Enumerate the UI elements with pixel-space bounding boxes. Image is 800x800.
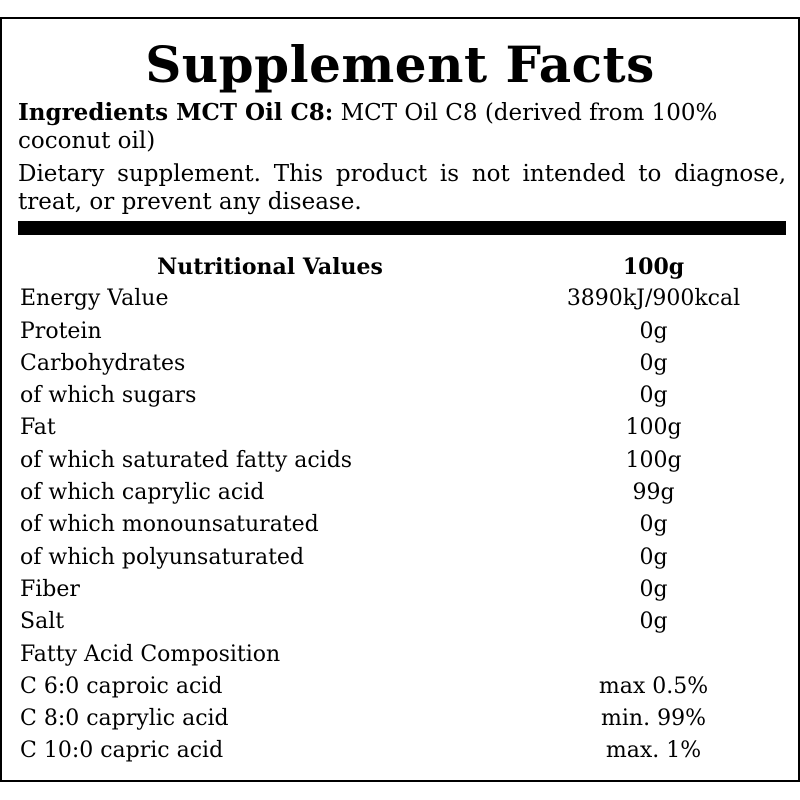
header-value: 100g (622, 254, 685, 280)
row-name: Fatty Acid Composition (20, 641, 281, 667)
row-name: of which monounsaturated (20, 512, 319, 538)
row-name: Carbohydrates (20, 350, 186, 376)
supplement-facts-label: Supplement Facts Ingredients MCT Oil C8:… (0, 17, 800, 782)
row-name: Protein (20, 318, 102, 344)
row-value: 0g (639, 609, 668, 635)
row-value: 100g (625, 447, 682, 473)
divider-bar (18, 221, 786, 235)
row-name: Fat (20, 415, 56, 441)
row-value: 100g (625, 415, 682, 441)
table-row: of which monounsaturated 0g (20, 509, 786, 541)
row-value: 0g (639, 544, 668, 570)
row-value: 0g (639, 383, 668, 409)
row-name: Salt (20, 609, 65, 635)
row-value: 0g (639, 576, 668, 602)
table-row: of which polyunsaturated 0g (20, 542, 786, 574)
disclaimer-text: Dietary supplement. This product is not … (18, 161, 786, 215)
table-row: C 10:0 capric acid max. 1% (20, 735, 786, 767)
row-value: max 0.5% (598, 673, 709, 699)
row-name: of which saturated fatty acids (20, 447, 353, 473)
table-row: Carbohydrates 0g (20, 348, 786, 380)
table-row: of which sugars 0g (20, 380, 786, 412)
row-name: C 8:0 caprylic acid (20, 706, 229, 732)
row-value: min. 99% (601, 706, 706, 732)
table-row: Energy Value 3890kJ/900kcal (20, 283, 786, 315)
table-row: Protein 0g (20, 316, 786, 348)
nutrition-table: Nutritional Values 100g Energy Value 389… (20, 251, 786, 768)
table-row: C 8:0 caprylic acid min. 99% (20, 703, 786, 735)
row-value: 3890kJ/900kcal (566, 286, 741, 312)
row-value: 0g (639, 318, 668, 344)
table-header-row: Nutritional Values 100g (20, 251, 786, 283)
table-row: C 6:0 caproic acid max 0.5% (20, 671, 786, 703)
row-name: C 6:0 caproic acid (20, 673, 223, 699)
row-name: C 10:0 capric acid (20, 738, 224, 764)
header-name: Nutritional Values (157, 254, 383, 280)
ingredients-statement: Ingredients MCT Oil C8: MCT Oil C8 (deri… (18, 99, 786, 155)
row-name: of which sugars (20, 383, 197, 409)
table-row: of which caprylic acid 99g (20, 477, 786, 509)
row-name: of which caprylic acid (20, 480, 265, 506)
table-row: Salt 0g (20, 606, 786, 638)
table-row: of which saturated fatty acids 100g (20, 445, 786, 477)
row-name: of which polyunsaturated (20, 544, 305, 570)
table-row: Fat 100g (20, 412, 786, 444)
label-title: Supplement Facts (145, 35, 655, 94)
row-value: max. 1% (605, 738, 702, 764)
row-value: 0g (639, 350, 668, 376)
ingredients-label: Ingredients MCT Oil C8: (18, 99, 334, 126)
table-row: Fatty Acid Composition (20, 639, 786, 671)
row-value: 99g (632, 480, 675, 506)
table-row: Fiber 0g (20, 574, 786, 606)
row-name: Energy Value (20, 286, 169, 312)
row-name: Fiber (20, 576, 80, 602)
ingredients-text: MCT Oil C8 (derived from 100% coconut oi… (18, 100, 718, 154)
row-value: 0g (639, 512, 668, 538)
